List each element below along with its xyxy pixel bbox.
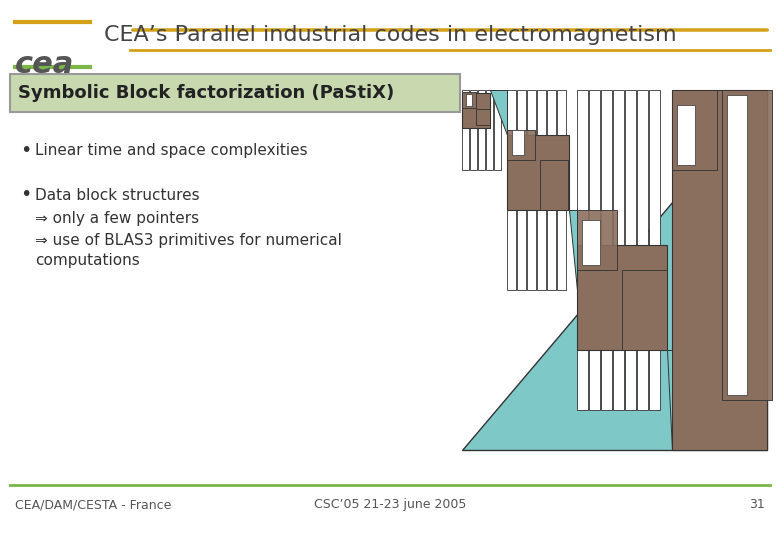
Bar	[527, 90, 536, 290]
Bar	[672, 90, 686, 450]
Bar	[672, 90, 717, 170]
Text: Linear time and space complexities: Linear time and space complexities	[35, 143, 307, 158]
Bar	[547, 90, 556, 290]
Bar	[478, 90, 485, 170]
Bar	[613, 90, 624, 410]
Bar	[727, 95, 747, 395]
Bar	[622, 270, 667, 350]
Text: 31: 31	[750, 498, 765, 511]
Text: ⇒ use of BLAS3 primitives for numerical: ⇒ use of BLAS3 primitives for numerical	[35, 233, 342, 247]
Text: Data block structures: Data block structures	[35, 187, 200, 202]
Bar	[722, 90, 772, 400]
Bar	[540, 160, 568, 210]
Text: CEA/DAM/CESTA - France: CEA/DAM/CESTA - France	[15, 498, 172, 511]
Bar	[537, 90, 546, 290]
FancyBboxPatch shape	[10, 74, 460, 112]
Bar	[577, 245, 667, 350]
Bar	[717, 90, 731, 450]
Text: •: •	[20, 140, 31, 159]
Bar	[470, 90, 477, 170]
Bar	[702, 90, 716, 450]
Bar	[577, 90, 588, 410]
Polygon shape	[490, 90, 507, 135]
Text: Symbolic Block factorization (PaStiX): Symbolic Block factorization (PaStiX)	[18, 84, 394, 102]
Text: cea: cea	[15, 50, 74, 79]
Bar	[557, 90, 566, 290]
Bar	[462, 90, 470, 170]
Bar	[601, 90, 612, 410]
Bar	[507, 90, 516, 290]
Bar	[466, 94, 472, 106]
Polygon shape	[667, 350, 672, 450]
Text: CEA’s Parallel industrial codes in electromagnetism: CEA’s Parallel industrial codes in elect…	[104, 25, 676, 45]
Text: ⇒ only a few pointers: ⇒ only a few pointers	[35, 211, 199, 226]
Text: •: •	[20, 186, 31, 205]
Bar	[507, 135, 569, 210]
Bar	[582, 220, 600, 265]
Bar	[476, 109, 490, 125]
Bar	[625, 90, 636, 410]
Polygon shape	[569, 210, 577, 290]
Text: CSC’05 21-23 june 2005: CSC’05 21-23 june 2005	[314, 498, 466, 511]
Bar	[486, 90, 493, 170]
Bar	[649, 90, 660, 410]
Bar	[462, 92, 476, 108]
Bar	[672, 90, 767, 450]
Bar	[687, 90, 701, 450]
Text: computations: computations	[35, 253, 140, 267]
Bar	[517, 90, 526, 290]
Bar	[637, 90, 648, 410]
Polygon shape	[462, 90, 767, 450]
Bar	[577, 210, 617, 270]
Bar	[507, 130, 535, 160]
Bar	[462, 93, 490, 128]
Bar	[512, 130, 524, 155]
Bar	[677, 105, 695, 165]
Bar	[494, 90, 502, 170]
Bar	[589, 90, 600, 410]
